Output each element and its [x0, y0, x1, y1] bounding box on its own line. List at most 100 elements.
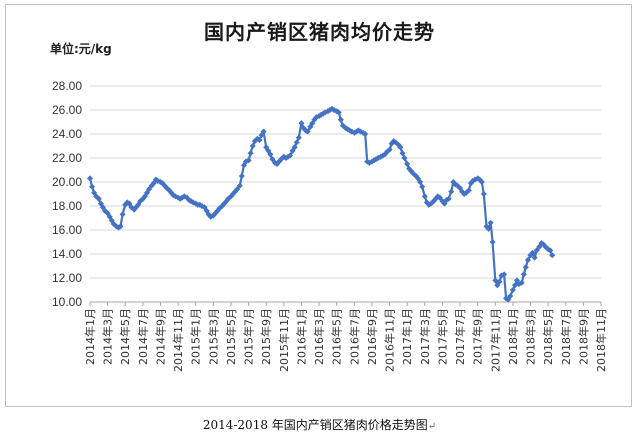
data-point: [536, 243, 543, 250]
data-point: [258, 132, 265, 139]
price-series: [86, 105, 556, 303]
data-point: [141, 193, 148, 200]
x-tick-label: 2017年9月: [471, 308, 485, 365]
data-point: [492, 277, 499, 284]
data-point: [496, 278, 503, 285]
data-point: [86, 175, 94, 182]
data-point: [104, 210, 111, 217]
data-point: [421, 193, 428, 200]
data-point: [436, 194, 443, 201]
data-point: [419, 183, 426, 190]
caption-return-mark: ↵: [427, 421, 437, 432]
data-point: [145, 186, 153, 193]
caption-text: 2014-2018 年国内产销区猪肉价格走势图: [202, 418, 428, 432]
x-tick-label: 2018年11月: [594, 308, 608, 372]
figure-caption: 2014-2018 年国内产销区猪肉价格走势图↵: [0, 416, 639, 433]
data-point: [362, 130, 369, 138]
data-point: [335, 109, 342, 116]
x-tick-label: 2018年7月: [559, 308, 573, 365]
x-tick-label: 2014年5月: [118, 308, 132, 365]
x-tick-label: 2017年3月: [418, 308, 432, 365]
data-point: [507, 292, 514, 300]
data-point: [509, 286, 516, 294]
x-tick-label: 2014年3月: [101, 308, 115, 365]
data-point: [234, 186, 241, 193]
data-point: [337, 116, 344, 123]
x-tick-label: 2016年9月: [365, 308, 379, 365]
data-point: [295, 134, 302, 141]
data-point: [245, 157, 252, 164]
data-point: [269, 156, 276, 163]
data-point: [201, 204, 208, 211]
data-point: [89, 183, 96, 190]
x-tick-label: 2015年5月: [224, 308, 238, 365]
x-tick-label: 2014年1月: [83, 308, 97, 365]
gridlines: [90, 85, 601, 303]
data-point: [108, 217, 115, 224]
data-point: [401, 154, 408, 162]
data-point: [117, 223, 124, 230]
data-point: [304, 128, 311, 135]
data-point: [238, 172, 245, 180]
chart-title: 国内产销区猪肉均价走势: [204, 20, 435, 44]
data-point: [99, 204, 106, 211]
data-point: [524, 256, 531, 264]
y-tick-label: 20.00: [52, 175, 82, 189]
x-tick-label: 2018年5月: [541, 308, 555, 365]
line-chart: 10.00 12.00 14.00 16.00 18.00 20.00 22.00 24.00…: [52, 79, 608, 372]
data-point: [456, 184, 464, 192]
data-point: [267, 151, 274, 158]
x-tick-label: 2017年11月: [488, 308, 502, 372]
data-point: [489, 238, 496, 246]
data-point: [399, 150, 406, 157]
data-point: [260, 128, 267, 135]
y-tick-labels: 10.00 12.00 14.00 16.00 18.00 20.00 22.00 24.00…: [52, 79, 82, 309]
y-tick-label: 24.00: [52, 127, 82, 141]
data-point: [478, 178, 485, 186]
data-point: [520, 271, 527, 278]
data-point: [494, 282, 501, 289]
data-point: [480, 190, 487, 198]
y-tick-label: 28.00: [52, 79, 82, 93]
x-tick-label: 2015年7月: [242, 308, 256, 365]
y-tick-label: 22.00: [52, 151, 82, 165]
x-tick-label: 2016年7月: [347, 308, 361, 365]
data-point: [309, 120, 316, 127]
y-tick-label: 10.00: [52, 295, 82, 309]
x-tick-label: 2014年9月: [153, 308, 167, 365]
y-tick-label: 16.00: [52, 223, 82, 237]
data-point: [485, 225, 492, 232]
data-point: [445, 195, 452, 202]
x-tick-labels: 2014年1月 2014年3月 2014年5月 2014年7月 2014年9月 2014年…: [83, 302, 608, 372]
x-tick-label: 2014年11月: [171, 308, 185, 372]
data-point: [404, 160, 411, 168]
y-tick-label: 26.00: [52, 103, 82, 117]
data-point: [236, 182, 243, 189]
data-point: [293, 139, 300, 146]
data-point: [529, 249, 536, 256]
x-tick-label: 2014年7月: [136, 308, 150, 365]
x-tick-label: 2015年3月: [206, 308, 220, 365]
data-point: [513, 277, 521, 284]
y-tick-label: 14.00: [52, 247, 82, 261]
data-point: [119, 211, 126, 218]
x-tick-label: 2015年9月: [259, 308, 273, 365]
data-point: [289, 147, 296, 154]
y-tick-label: 12.00: [52, 271, 82, 285]
data-point: [263, 144, 270, 151]
x-tick-label: 2017年5月: [435, 308, 449, 365]
x-tick-label: 2018年9月: [576, 308, 590, 365]
x-tick-label: 2018年3月: [524, 308, 538, 365]
x-tick-label: 2016年11月: [383, 308, 397, 372]
x-tick-label: 2018年1月: [506, 308, 520, 365]
x-tick-label: 2017年1月: [400, 308, 414, 365]
y-unit-label: 单位:元/kg: [50, 42, 112, 56]
data-point: [487, 219, 494, 226]
x-tick-label: 2016年1月: [294, 308, 308, 365]
data-point: [298, 120, 305, 127]
data-point: [249, 142, 256, 150]
x-tick-label: 2017年7月: [453, 308, 467, 365]
data-point: [417, 178, 424, 186]
data-point: [547, 247, 554, 254]
x-tick-label: 2015年1月: [189, 308, 203, 365]
